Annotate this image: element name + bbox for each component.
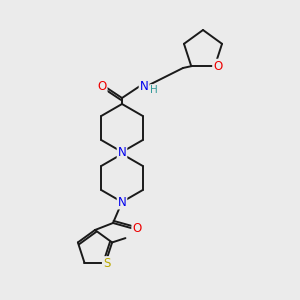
Text: O: O — [132, 221, 142, 235]
Text: N: N — [140, 80, 148, 92]
Text: H: H — [150, 85, 158, 95]
Text: O: O — [213, 60, 222, 73]
Text: S: S — [103, 257, 110, 270]
Text: N: N — [118, 146, 126, 158]
Text: N: N — [118, 196, 126, 208]
Text: O: O — [98, 80, 106, 94]
